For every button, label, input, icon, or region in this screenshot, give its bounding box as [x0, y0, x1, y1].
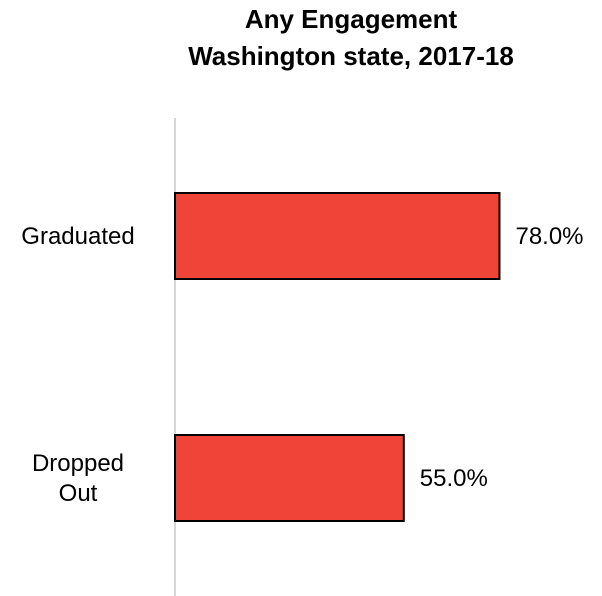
category-label-0: Graduated	[21, 223, 134, 250]
category-labels: Graduated Dropped Out	[21, 223, 134, 507]
bar-1	[174, 434, 405, 522]
chart-title: Any Engagement Washington state, 2017-18	[188, 4, 514, 71]
data-label-0: 78.0%	[515, 223, 583, 250]
chart-title-line-1: Any Engagement	[245, 4, 458, 34]
bar-0	[174, 192, 501, 280]
data-labels: 78.0% 55.0%	[420, 223, 584, 492]
category-label-0-line-0: Graduated	[21, 223, 134, 250]
bars-group	[174, 192, 501, 522]
category-label-1-line-0: Dropped	[32, 450, 124, 477]
data-label-1: 55.0%	[420, 465, 488, 492]
chart-title-line-2: Washington state, 2017-18	[188, 41, 514, 71]
category-label-1: Dropped Out	[32, 450, 124, 507]
category-label-1-line-1: Out	[59, 480, 98, 507]
